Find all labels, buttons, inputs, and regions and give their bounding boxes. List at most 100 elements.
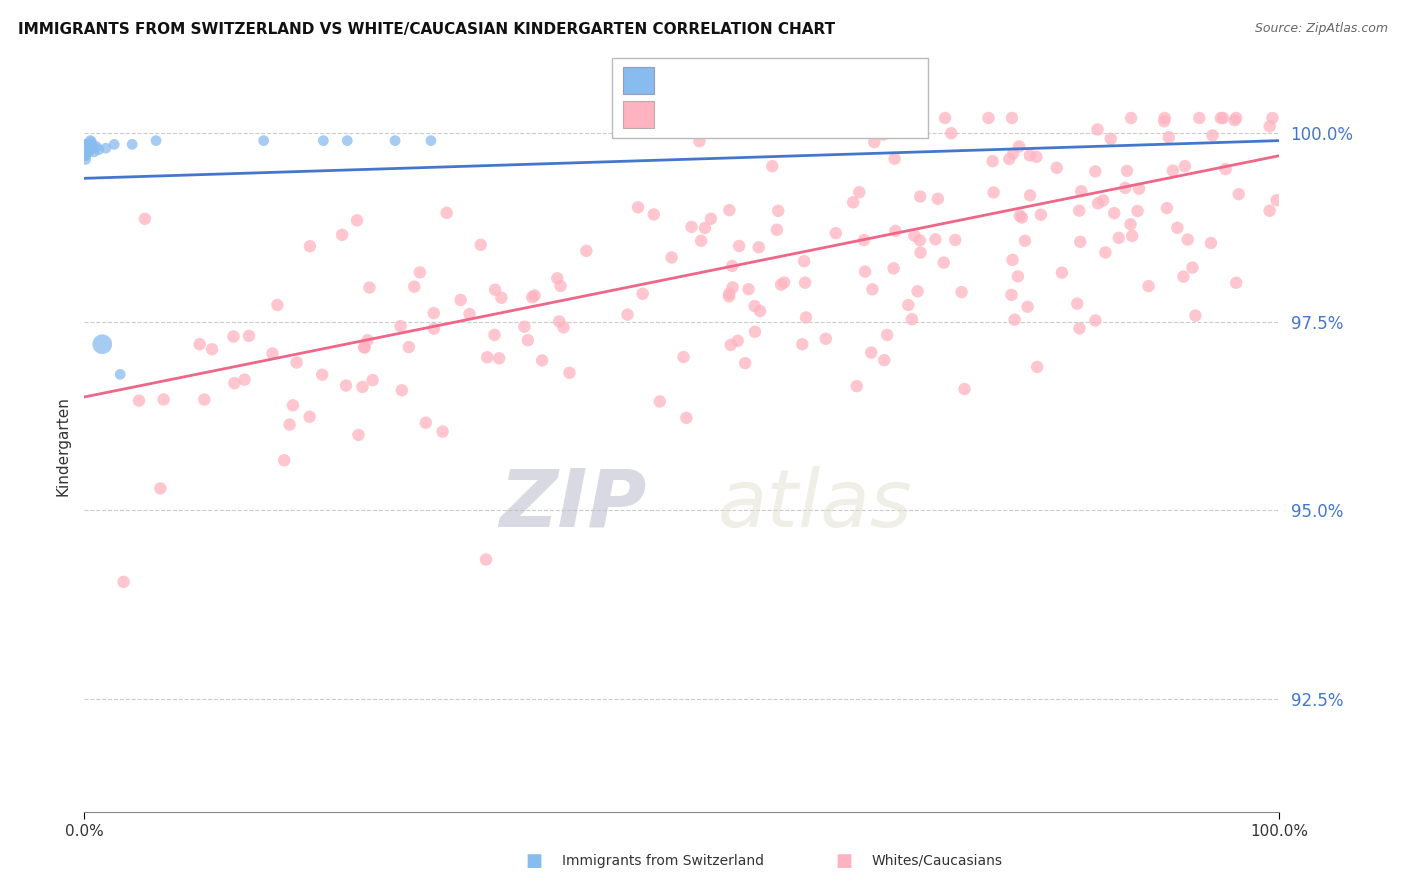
Point — [1066, 296, 1088, 310]
Point — [1092, 194, 1115, 208]
Point — [727, 334, 749, 348]
Point — [983, 186, 1005, 200]
Point — [1212, 111, 1234, 125]
Point — [1094, 245, 1116, 260]
Point — [558, 366, 581, 380]
Point — [908, 233, 931, 247]
Point — [845, 379, 868, 393]
Point — [934, 111, 956, 125]
Point — [1119, 111, 1142, 125]
Point — [233, 373, 256, 387]
Point — [863, 135, 886, 149]
Text: Source: ZipAtlas.com: Source: ZipAtlas.com — [1254, 22, 1388, 36]
Point — [1116, 164, 1139, 178]
Point — [754, 123, 776, 137]
Point — [75, 153, 97, 167]
Point — [285, 355, 308, 369]
Point — [766, 223, 789, 237]
Point — [356, 333, 378, 347]
Point — [824, 226, 846, 240]
Point — [86, 139, 108, 153]
Point — [627, 200, 650, 214]
Point — [1261, 111, 1284, 125]
Point — [643, 207, 665, 221]
Point — [910, 245, 932, 260]
Point — [224, 376, 246, 391]
Point — [82, 139, 104, 153]
Point — [458, 307, 481, 321]
Point — [884, 224, 907, 238]
Point — [1227, 187, 1250, 202]
Point — [1008, 209, 1031, 223]
Point — [76, 143, 98, 157]
Point — [873, 353, 896, 368]
Point — [1173, 269, 1195, 284]
Point — [391, 384, 413, 398]
Point — [950, 285, 973, 299]
Point — [853, 264, 876, 278]
Point — [1014, 234, 1036, 248]
Point — [901, 312, 924, 326]
Point — [1025, 150, 1047, 164]
Point — [266, 298, 288, 312]
Y-axis label: Kindergarten: Kindergarten — [55, 396, 70, 496]
Point — [77, 145, 100, 159]
Point — [1156, 201, 1178, 215]
Point — [842, 195, 865, 210]
Point — [415, 416, 437, 430]
Text: Immigrants from Switzerland: Immigrants from Switzerland — [562, 854, 765, 868]
Point — [728, 239, 751, 253]
Point — [903, 228, 925, 243]
Point — [770, 277, 793, 292]
Point — [432, 425, 454, 439]
Point — [794, 310, 817, 325]
Point — [121, 137, 143, 152]
Point — [1119, 217, 1142, 231]
Point — [436, 206, 458, 220]
Text: Whites/Caucasians: Whites/Caucasians — [872, 854, 1002, 868]
Point — [744, 299, 766, 313]
Point — [145, 134, 167, 148]
Point — [1121, 228, 1143, 243]
Point — [404, 279, 426, 293]
Point — [998, 152, 1021, 166]
Point — [814, 332, 837, 346]
Point — [1225, 276, 1247, 290]
Text: N =: N = — [778, 69, 817, 87]
Point — [1099, 132, 1122, 146]
Point — [1157, 130, 1180, 145]
Point — [1087, 196, 1109, 211]
Point — [1017, 300, 1039, 314]
Point — [75, 137, 97, 152]
Point — [1108, 231, 1130, 245]
Text: R =: R = — [662, 69, 702, 87]
Text: atlas: atlas — [718, 466, 912, 543]
Point — [734, 356, 756, 370]
Point — [488, 351, 510, 366]
Point — [907, 285, 929, 299]
Point — [761, 159, 783, 173]
Point — [361, 373, 384, 387]
Point — [80, 135, 103, 149]
Point — [346, 213, 368, 227]
Point — [409, 265, 432, 279]
Point — [513, 319, 536, 334]
Point — [575, 244, 598, 258]
Point — [721, 259, 744, 273]
Point — [75, 145, 97, 159]
Point — [484, 327, 506, 342]
Point — [77, 137, 100, 152]
Point — [423, 306, 446, 320]
Point — [335, 378, 357, 392]
Point — [152, 392, 174, 407]
Point — [773, 276, 796, 290]
Point — [79, 143, 101, 157]
Point — [75, 149, 97, 163]
Point — [690, 234, 713, 248]
Point — [112, 574, 135, 589]
Point — [91, 337, 114, 351]
Point — [531, 353, 554, 368]
Point — [860, 282, 883, 296]
Point — [522, 290, 544, 304]
Point — [1050, 266, 1073, 280]
